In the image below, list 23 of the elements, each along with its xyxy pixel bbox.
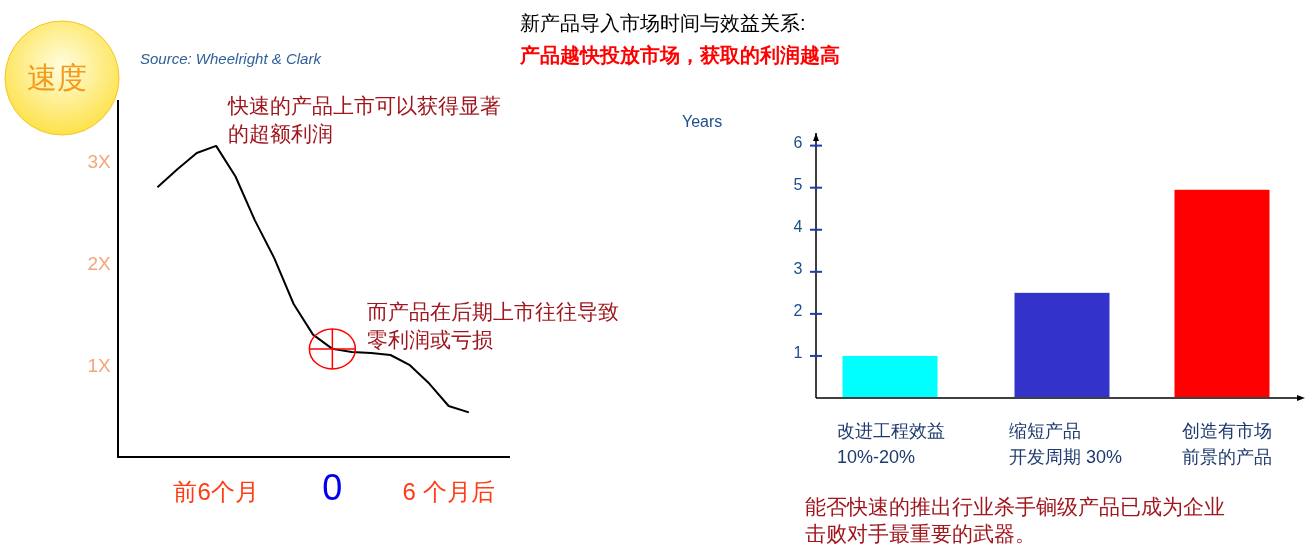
y-axis-title: Years bbox=[682, 113, 723, 130]
annotation: 快速的产品上市可以获得显著的超额利润 bbox=[227, 93, 502, 145]
y-axis-title: 速度 bbox=[27, 61, 87, 94]
annotation: 而产品在后期上市往往导致零利润或亏损 bbox=[367, 299, 620, 351]
y-tick-label: 6 bbox=[793, 133, 803, 151]
x-tick-label: 0 bbox=[322, 467, 343, 508]
text: 能否快速的推出行业杀手锏级产品已成为企业击败对手最重要的武器。 bbox=[805, 495, 1225, 545]
y-tick-label: 5 bbox=[793, 175, 803, 193]
chart-subtitle: 产品越快投放市场，获取的利润越高 bbox=[519, 44, 840, 66]
y-tick-label: 2X bbox=[87, 253, 111, 275]
x-tick-label: 6 个月后 bbox=[402, 478, 495, 505]
y-tick-label: 4 bbox=[793, 217, 803, 235]
x-tick-label: 创造有市场前景的产品 bbox=[1182, 421, 1272, 467]
chart-title: 新产品导入市场时间与效益关系: bbox=[520, 12, 806, 34]
x-tick-label: 前6个月 bbox=[173, 478, 259, 505]
x-tick-label: 改进工程效益 10%-20% bbox=[837, 421, 945, 467]
y-tick-label: 3 bbox=[793, 259, 803, 277]
source-note: Source: Wheelright & Clark bbox=[140, 50, 323, 67]
y-tick-label: 1X bbox=[87, 355, 111, 377]
y-tick-label: 2 bbox=[793, 301, 803, 319]
y-tick-label: 1 bbox=[793, 343, 803, 361]
y-tick-label: 3X bbox=[87, 151, 111, 173]
x-tick-label: 缩短产品开发周期 30% bbox=[1009, 421, 1123, 467]
